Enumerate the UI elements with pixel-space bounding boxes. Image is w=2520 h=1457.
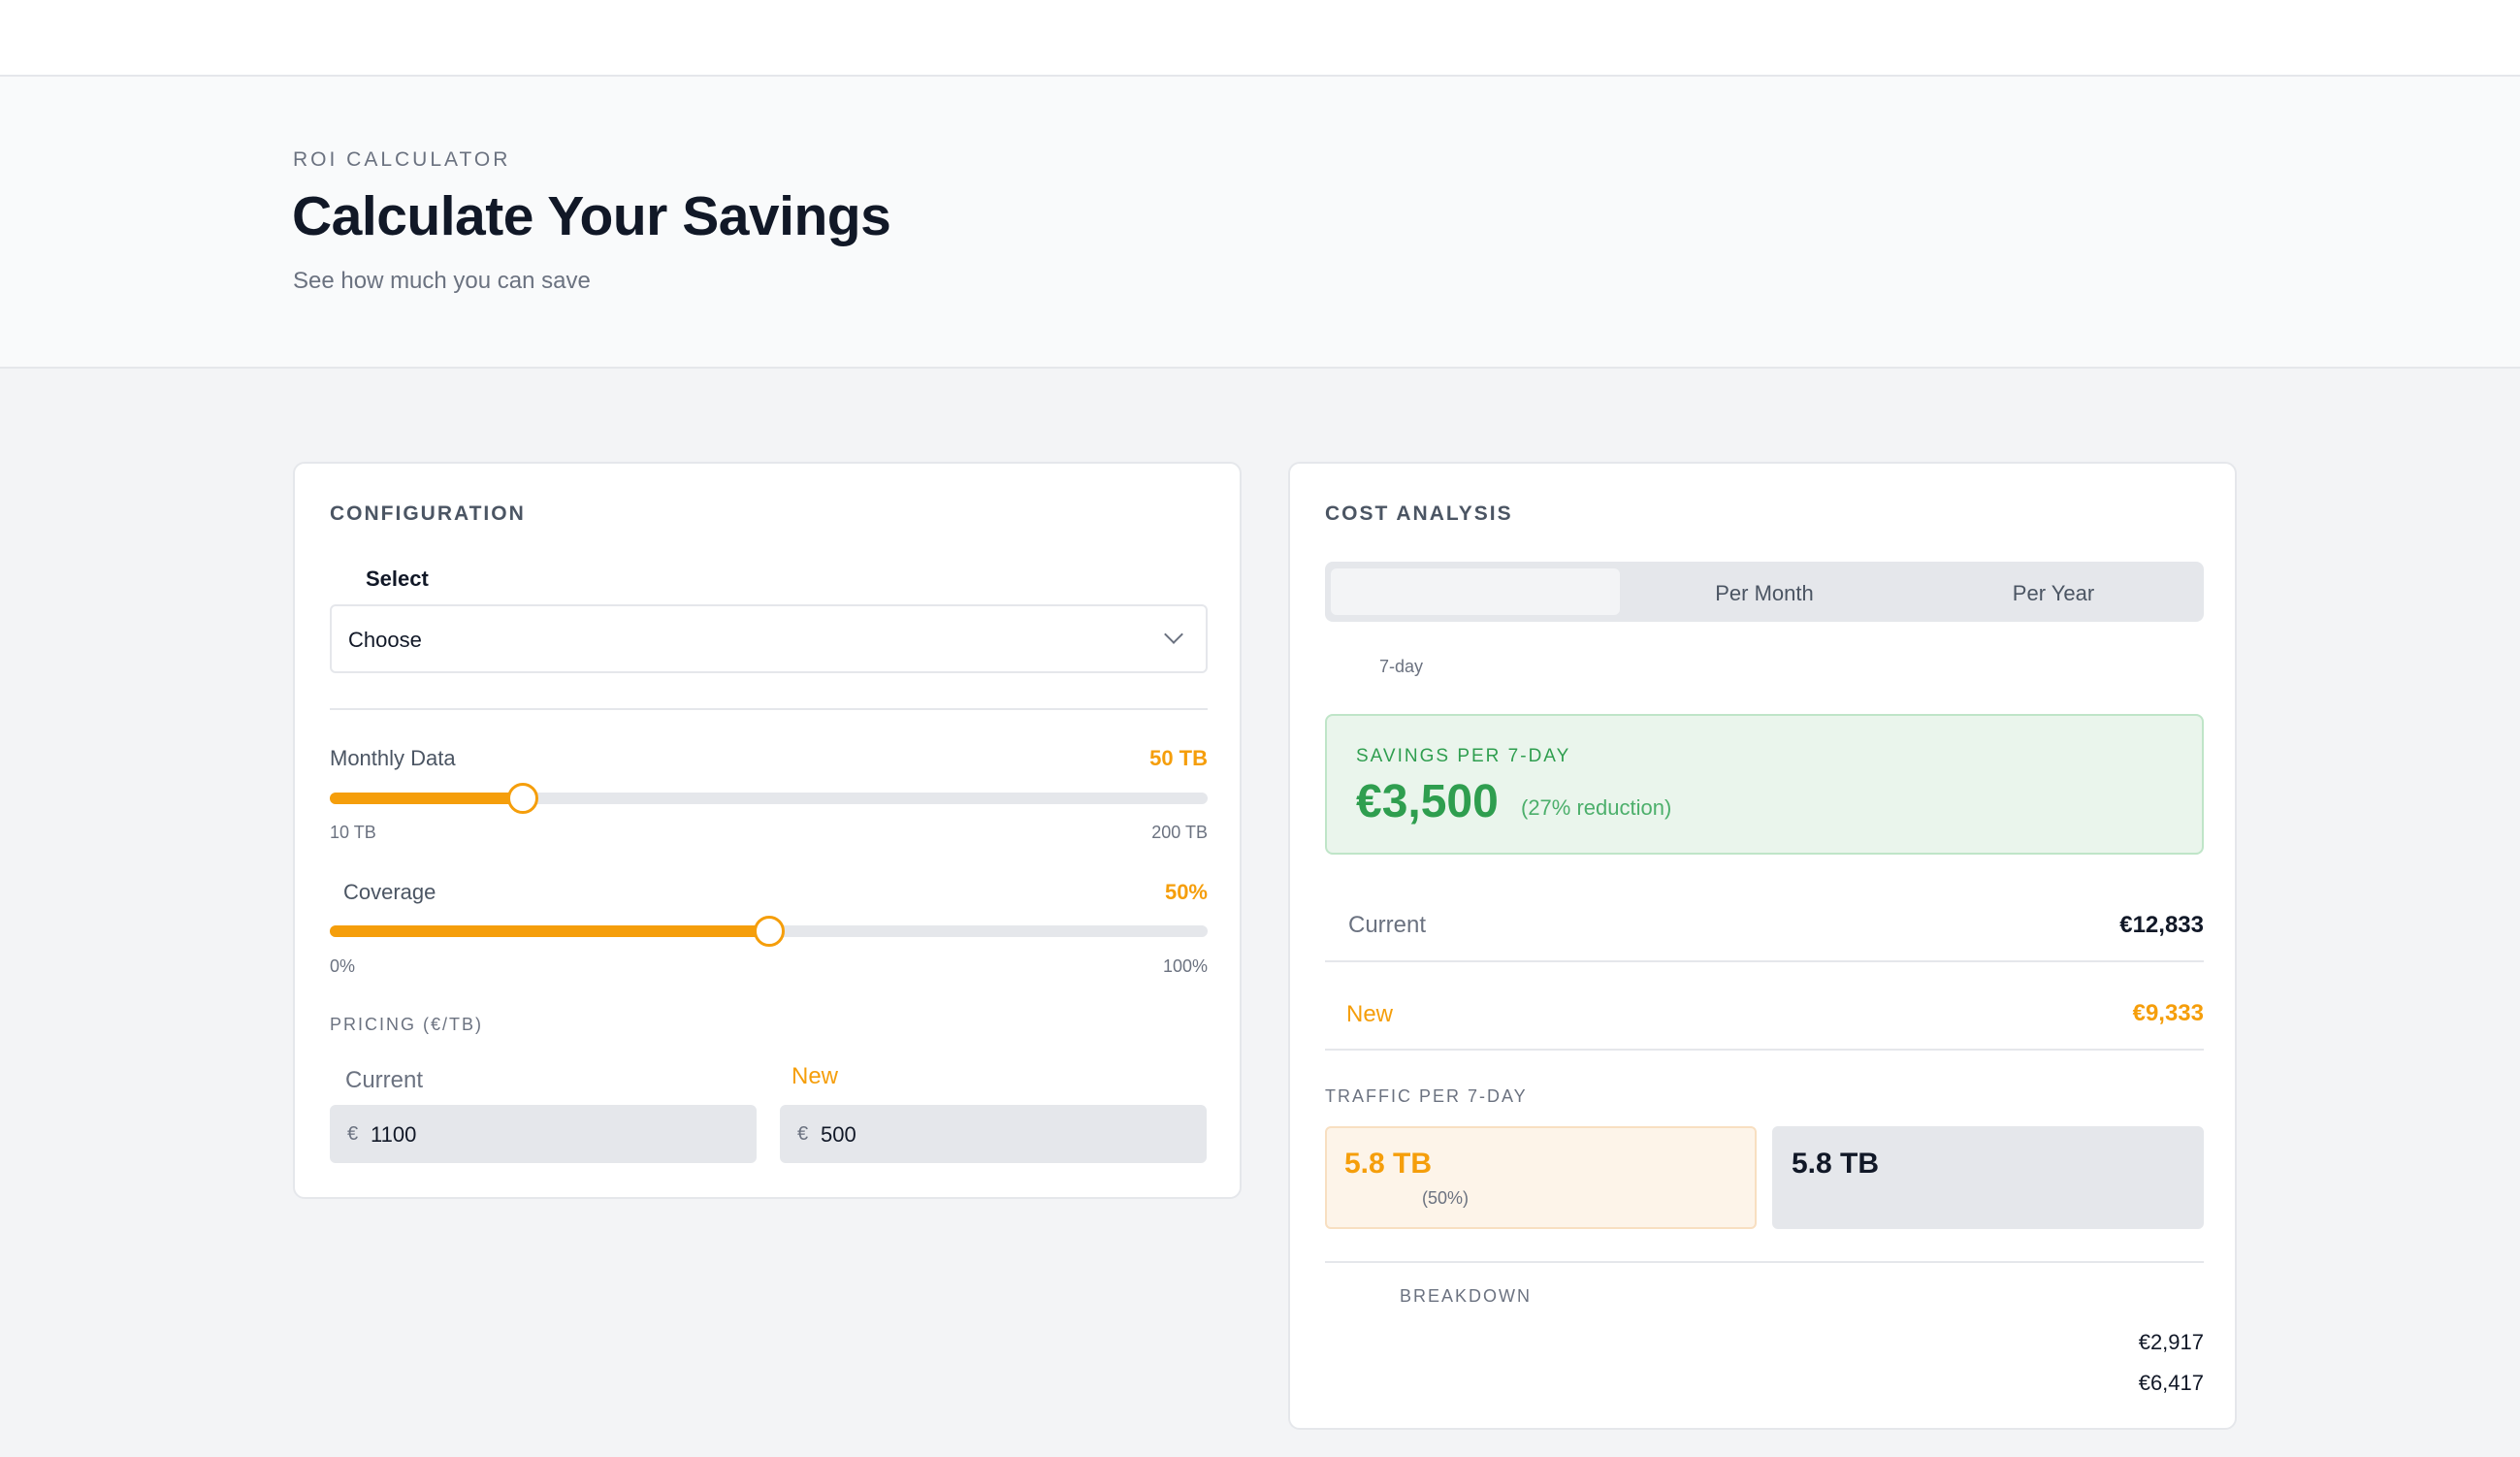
- new-price-label: New: [792, 1063, 839, 1089]
- current-cost-value: €12,833: [2119, 912, 2204, 938]
- traffic-current-box: 5.8 TB: [1772, 1126, 2204, 1229]
- divider: [1325, 1261, 2204, 1263]
- savings-amount: €3,500: [1356, 776, 1499, 827]
- slider-thumb[interactable]: [754, 916, 785, 947]
- monthly-data-min: 10 TB: [330, 823, 376, 842]
- option-select[interactable]: Choose: [330, 604, 1208, 673]
- current-price-label: Current: [345, 1067, 424, 1093]
- coverage-label: Coverage: [343, 880, 436, 904]
- monthly-data-value: 50 TB: [1149, 746, 1208, 770]
- current-cost-label: Current: [1348, 912, 1427, 938]
- monthly-data-max: 200 TB: [1151, 823, 1208, 842]
- new-cost-label: New: [1346, 1001, 1394, 1027]
- current-price-input[interactable]: € 1100: [330, 1105, 757, 1163]
- savings-heading: SAVINGS PER 7-DAY: [1356, 746, 1571, 766]
- breakdown-value: €6,417: [2138, 1371, 2204, 1395]
- configuration-heading: CONFIGURATION: [330, 502, 526, 525]
- coverage-min: 0%: [330, 956, 356, 976]
- top-navbar: [0, 0, 2520, 77]
- traffic-new-percent: (50%): [1422, 1188, 1470, 1208]
- select-value: Choose: [348, 628, 422, 652]
- select-label: Select: [366, 567, 429, 591]
- new-price-input[interactable]: € 500: [780, 1105, 1207, 1163]
- slider-thumb[interactable]: [507, 783, 538, 814]
- coverage-max: 100%: [1162, 956, 1208, 976]
- traffic-new-value: 5.8 TB: [1344, 1148, 1433, 1180]
- coverage-slider[interactable]: [330, 916, 1208, 947]
- divider: [1325, 1049, 2204, 1051]
- monthly-data-slider[interactable]: [330, 783, 1208, 814]
- savings-panel: SAVINGS PER 7-DAY €3,500 (27% reduction): [1325, 714, 2204, 855]
- new-cost-value: €9,333: [2132, 1000, 2204, 1026]
- tab-per-year[interactable]: Per Year: [2012, 581, 2095, 605]
- new-price-value: 500: [821, 1122, 856, 1147]
- cost-analysis-card: COST ANALYSIS Per Month Per Year 7-day S…: [1288, 462, 2237, 1430]
- breakdown-heading: BREAKDOWN: [1400, 1286, 1533, 1306]
- divider: [330, 708, 1208, 710]
- cost-analysis-heading: COST ANALYSIS: [1325, 502, 1513, 525]
- monthly-data-label: Monthly Data: [330, 746, 456, 770]
- traffic-current-value: 5.8 TB: [1792, 1148, 1880, 1180]
- chevron-down-icon: [1164, 625, 1183, 644]
- page-subtitle: See how much you can save: [293, 268, 591, 294]
- divider: [1325, 960, 2204, 962]
- euro-icon: €: [347, 1123, 359, 1145]
- period-tabs: Per Month Per Year: [1325, 562, 2204, 622]
- page-eyebrow: ROI CALCULATOR: [293, 148, 511, 171]
- page-header: ROI CALCULATOR Calculate Your Savings Se…: [0, 77, 2520, 369]
- current-price-value: 1100: [371, 1122, 417, 1147]
- euro-icon: €: [797, 1123, 809, 1145]
- traffic-new-box: 5.8 TB (50%): [1325, 1126, 1757, 1229]
- savings-reduction: (27% reduction): [1521, 795, 1672, 820]
- configuration-card: CONFIGURATION Select Choose Monthly Data…: [293, 462, 1242, 1199]
- pricing-heading: PRICING (€/TB): [330, 1015, 484, 1034]
- period-label: 7-day: [1379, 657, 1424, 676]
- traffic-heading: TRAFFIC PER 7-DAY: [1325, 1086, 1528, 1106]
- slider-fill: [330, 925, 769, 937]
- page-title: Calculate Your Savings: [292, 185, 891, 247]
- tab-per-month[interactable]: Per Month: [1715, 581, 1814, 605]
- breakdown-value: €2,917: [2138, 1330, 2204, 1354]
- tab-7-day[interactable]: [1331, 568, 1620, 615]
- slider-fill: [330, 793, 523, 804]
- coverage-value: 50%: [1164, 880, 1208, 904]
